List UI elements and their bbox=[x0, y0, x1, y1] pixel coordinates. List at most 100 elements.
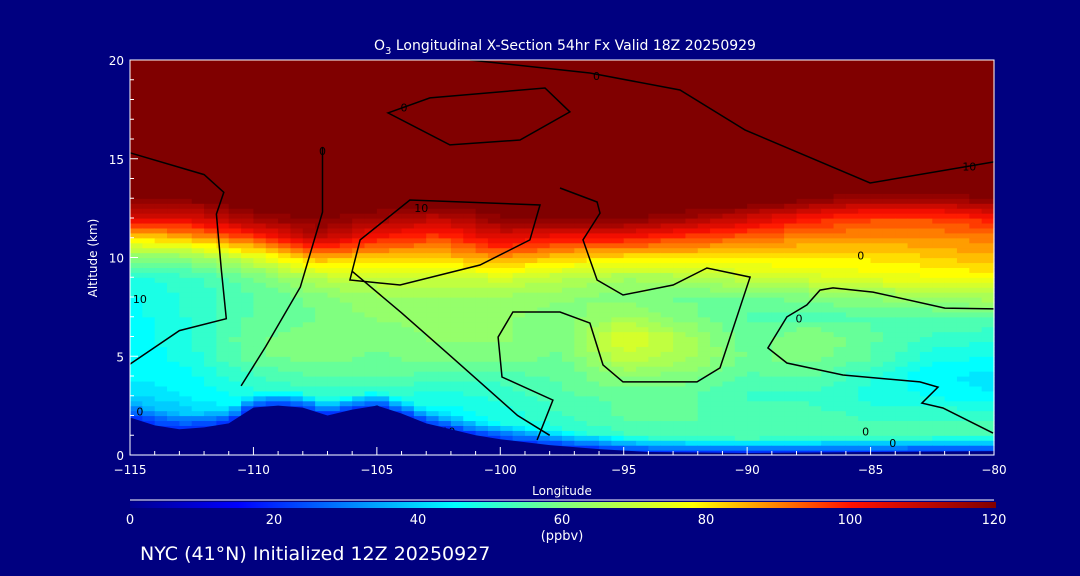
heatmap-cell bbox=[315, 321, 329, 328]
heatmap-cell bbox=[710, 168, 724, 175]
heatmap-cell bbox=[562, 222, 575, 229]
heatmap-cell bbox=[611, 380, 625, 387]
heatmap-cell bbox=[870, 208, 884, 214]
heatmap-cell bbox=[660, 89, 674, 96]
heatmap-cell bbox=[167, 247, 180, 254]
heatmap-cell bbox=[648, 425, 662, 431]
heatmap-cell bbox=[759, 109, 773, 115]
heatmap-cell bbox=[685, 242, 699, 249]
heatmap-cell bbox=[364, 89, 378, 96]
heatmap-cell bbox=[142, 134, 156, 140]
heatmap-cell bbox=[426, 385, 440, 392]
heatmap-cell bbox=[549, 311, 563, 318]
heatmap-cell bbox=[648, 287, 662, 293]
heatmap-cell bbox=[771, 124, 785, 130]
heatmap-cell bbox=[500, 341, 514, 347]
heatmap-cell bbox=[401, 346, 415, 352]
heatmap-cell bbox=[845, 79, 859, 86]
heatmap-cell bbox=[673, 331, 687, 338]
heatmap-cell bbox=[858, 311, 872, 318]
heatmap-cell bbox=[265, 74, 279, 81]
heatmap-cell bbox=[759, 139, 773, 145]
heatmap-cell bbox=[438, 272, 452, 278]
heatmap-cell bbox=[438, 366, 452, 372]
heatmap-cell bbox=[759, 79, 773, 86]
heatmap-cell bbox=[302, 158, 316, 165]
heatmap-cell bbox=[845, 94, 859, 101]
heatmap-cell bbox=[549, 193, 563, 199]
heatmap-cell bbox=[771, 173, 785, 180]
heatmap-cell bbox=[426, 341, 440, 347]
heatmap-cell bbox=[315, 287, 329, 293]
heatmap-cell bbox=[697, 301, 711, 308]
heatmap-cell bbox=[574, 139, 588, 145]
heatmap-cell bbox=[179, 60, 193, 66]
heatmap-cell bbox=[290, 163, 304, 170]
heatmap-cell bbox=[278, 119, 292, 125]
heatmap-cell bbox=[154, 79, 168, 86]
heatmap-cell bbox=[154, 395, 168, 402]
heatmap-cell bbox=[537, 376, 551, 382]
heatmap-cell bbox=[253, 168, 267, 175]
heatmap-cell bbox=[426, 371, 440, 377]
heatmap-cell bbox=[636, 213, 649, 219]
heatmap-cell bbox=[636, 114, 649, 120]
heatmap-cell bbox=[265, 390, 279, 397]
heatmap-cell bbox=[450, 79, 464, 86]
heatmap-cell bbox=[747, 410, 761, 417]
heatmap-cell bbox=[130, 410, 143, 417]
heatmap-cell bbox=[771, 415, 785, 422]
heatmap-cell bbox=[611, 178, 625, 185]
heatmap-cell bbox=[747, 188, 761, 194]
heatmap-cell bbox=[673, 311, 687, 318]
heatmap-cell bbox=[426, 287, 440, 293]
heatmap-cell bbox=[253, 109, 267, 115]
heatmap-cell bbox=[327, 366, 341, 372]
heatmap-cell bbox=[845, 430, 859, 436]
heatmap-cell bbox=[512, 341, 526, 347]
heatmap-cell bbox=[191, 346, 205, 352]
heatmap-cell bbox=[487, 79, 501, 86]
heatmap-cell bbox=[734, 79, 748, 86]
heatmap-cell bbox=[784, 247, 798, 254]
heatmap-cell bbox=[685, 168, 699, 175]
heatmap-cell bbox=[808, 371, 822, 377]
heatmap-cell bbox=[167, 129, 180, 135]
heatmap-cell bbox=[870, 124, 884, 130]
heatmap-cell bbox=[241, 326, 255, 333]
heatmap-cell bbox=[352, 316, 366, 323]
heatmap-cell bbox=[697, 400, 711, 407]
heatmap-cell bbox=[401, 218, 415, 224]
heatmap-cell bbox=[191, 336, 205, 343]
heatmap-cell bbox=[438, 257, 452, 264]
heatmap-cell bbox=[882, 134, 896, 140]
heatmap-cell bbox=[130, 89, 143, 96]
heatmap-cell bbox=[228, 376, 242, 382]
heatmap-cell bbox=[302, 306, 316, 313]
heatmap-cell bbox=[537, 297, 551, 303]
heatmap-cell bbox=[882, 297, 896, 303]
heatmap-cell bbox=[808, 227, 822, 234]
heatmap-cell bbox=[327, 351, 341, 357]
heatmap-cell bbox=[611, 183, 625, 189]
heatmap-cell bbox=[500, 119, 514, 125]
heatmap-cell bbox=[759, 410, 773, 417]
heatmap-cell bbox=[352, 380, 366, 387]
heatmap-cell bbox=[623, 267, 637, 273]
heatmap-cell bbox=[771, 218, 785, 224]
heatmap-cell bbox=[870, 148, 884, 155]
heatmap-cell bbox=[401, 366, 415, 372]
heatmap-cell bbox=[216, 183, 230, 189]
heatmap-cell bbox=[487, 237, 501, 244]
heatmap-cell bbox=[611, 208, 625, 214]
heatmap-cell bbox=[339, 395, 353, 402]
heatmap-cell bbox=[660, 262, 674, 268]
heatmap-cell bbox=[636, 158, 649, 165]
heatmap-cell bbox=[636, 148, 649, 155]
heatmap-cell bbox=[265, 237, 279, 244]
heatmap-cell bbox=[302, 114, 316, 120]
heatmap-cell bbox=[191, 134, 205, 140]
heatmap-cell bbox=[438, 208, 452, 214]
heatmap-cell bbox=[845, 134, 859, 140]
heatmap-cell bbox=[401, 247, 415, 254]
